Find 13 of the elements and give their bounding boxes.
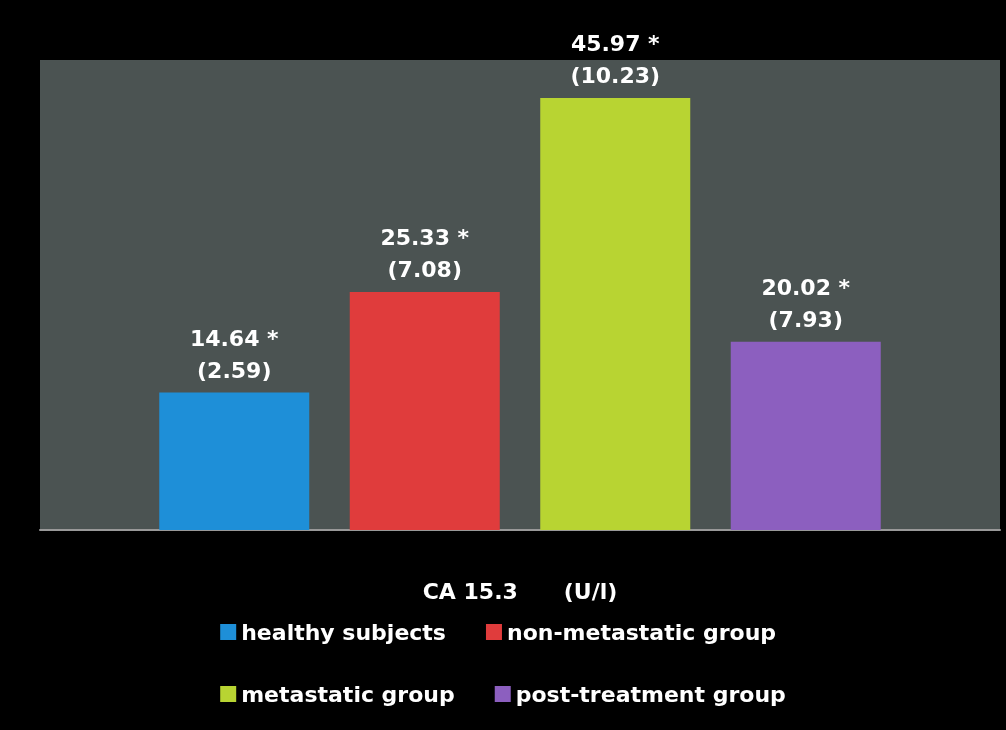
legend-label: non-metastatic group [506, 619, 777, 645]
bar [540, 97, 691, 530]
data-label: 25.33 * (7.08) [380, 225, 470, 283]
bar [730, 341, 881, 530]
bar [159, 392, 310, 530]
x-axis-title: CA 15.3 (U/l) [422, 578, 618, 604]
bar [349, 291, 500, 530]
legend-label: metastatic group [241, 681, 455, 707]
legend-label: healthy subjects [241, 619, 446, 645]
legend-label: post-treatment group [515, 681, 786, 707]
data-label: 14.64 * (2.59) [189, 325, 280, 383]
data-label: 45.97 * (10.23) [570, 31, 661, 89]
data-label: 20.02 * (7.93) [761, 275, 851, 333]
